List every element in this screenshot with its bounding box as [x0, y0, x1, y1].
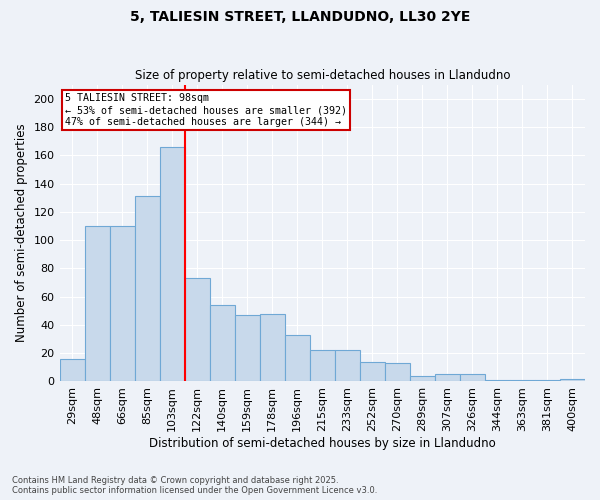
- Title: Size of property relative to semi-detached houses in Llandudno: Size of property relative to semi-detach…: [134, 69, 510, 82]
- Text: 5, TALIESIN STREET, LLANDUDNO, LL30 2YE: 5, TALIESIN STREET, LLANDUDNO, LL30 2YE: [130, 10, 470, 24]
- Text: 5 TALIESIN STREET: 98sqm
← 53% of semi-detached houses are smaller (392)
47% of : 5 TALIESIN STREET: 98sqm ← 53% of semi-d…: [65, 94, 347, 126]
- Bar: [185, 278, 209, 382]
- Bar: [310, 350, 335, 382]
- Y-axis label: Number of semi-detached properties: Number of semi-detached properties: [15, 124, 28, 342]
- Bar: [560, 378, 585, 382]
- Bar: [285, 335, 310, 382]
- Bar: [110, 226, 134, 382]
- Bar: [209, 305, 235, 382]
- Bar: [235, 315, 260, 382]
- Bar: [510, 380, 535, 382]
- Bar: [385, 363, 410, 382]
- Bar: [435, 374, 460, 382]
- Bar: [134, 196, 160, 382]
- X-axis label: Distribution of semi-detached houses by size in Llandudno: Distribution of semi-detached houses by …: [149, 437, 496, 450]
- Bar: [85, 226, 110, 382]
- Bar: [360, 362, 385, 382]
- Bar: [260, 314, 285, 382]
- Bar: [485, 380, 510, 382]
- Bar: [59, 359, 85, 382]
- Bar: [335, 350, 360, 382]
- Bar: [460, 374, 485, 382]
- Bar: [410, 376, 435, 382]
- Bar: [160, 147, 185, 382]
- Bar: [535, 380, 560, 382]
- Text: Contains HM Land Registry data © Crown copyright and database right 2025.
Contai: Contains HM Land Registry data © Crown c…: [12, 476, 377, 495]
